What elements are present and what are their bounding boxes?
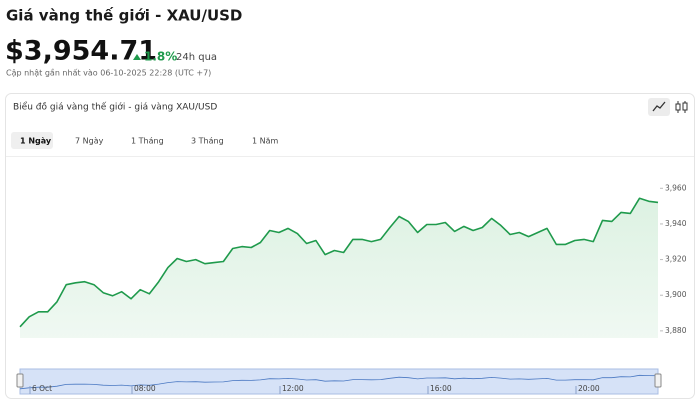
handle [654,373,662,388]
navigator-label: 20:00 [578,384,600,393]
tab-label: 1 Năm [252,137,279,146]
navigator-line [19,374,659,390]
price-line [19,197,659,328]
tab[interactable]: 7 Ngày [75,137,104,146]
candle-chart-button[interactable] [672,98,690,116]
page-title: Giá vàng thế giới - XAU/USD [6,6,242,25]
card-title: Biểu đồ giá vàng thế giới - giá vàng XAU… [13,102,217,113]
y-tick-label: 3,900 [665,290,687,299]
tab[interactable]: 1 Năm [252,137,279,146]
handle [16,373,24,388]
up-arrow [133,54,141,60]
navigator-label: 16:00 [430,384,452,393]
updated-time: Cập nhật gần nhất vào 06-10-2025 22:28 (… [6,68,211,79]
y-tick-label: 3,920 [665,255,687,264]
tab-label: 1 Ngày [20,137,52,146]
navigator-handle[interactable] [16,373,24,388]
price-area [20,198,658,338]
tab-label: 7 Ngày [75,137,104,146]
navigator-handle[interactable] [654,373,662,388]
change-period: 24h qua [176,52,217,63]
navigator-label: 6 Oct [32,384,52,393]
tab[interactable]: 3 Tháng [191,137,224,146]
tab-label: 3 Tháng [191,137,224,146]
navigator-label: 12:00 [282,384,304,393]
tab[interactable]: 1 Tháng [131,137,164,146]
price: $3,954.71 [5,36,157,67]
tab[interactable]: 1 Ngày [11,132,53,149]
line-chart-button[interactable] [648,98,670,116]
navigator-label: 08:00 [134,384,156,393]
tab-label: 1 Tháng [131,137,164,146]
tab-highlight [11,132,53,149]
y-tick-label: 3,880 [665,326,687,335]
navigator-window [19,368,659,395]
price-change: 1.8% [144,50,177,64]
y-tick-label: 3,960 [665,183,687,192]
tab-bar: 1 Ngày 7 Ngày 1 Tháng 3 Tháng 1 Năm [11,132,279,149]
y-tick-label: 3,940 [665,219,687,228]
navigator: 6 Oct 08:00 12:00 16:00 20:00 [16,368,662,395]
plot-area: 3,880 3,900 3,920 3,940 3,960 [6,156,694,338]
